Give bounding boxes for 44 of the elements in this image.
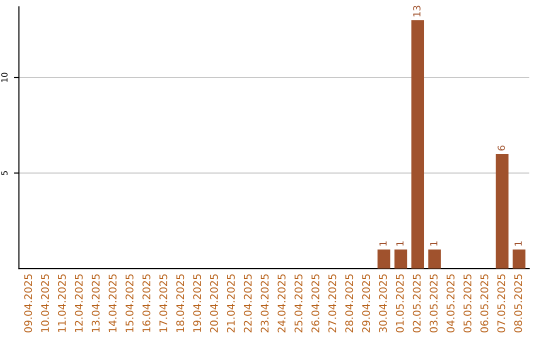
data-label: 1 <box>514 241 522 246</box>
x-tick-label: 15.04.2025 <box>126 274 134 332</box>
data-label: 1 <box>379 241 387 246</box>
x-tick-label: 07.05.2025 <box>497 274 506 332</box>
x-tick-label: 10.04.2025 <box>41 274 49 332</box>
bar <box>496 154 508 269</box>
x-tick-label: 01.05.2025 <box>396 274 404 332</box>
x-tick-label: 06.05.2025 <box>480 274 488 332</box>
x-tick-label: 30.04.2025 <box>379 274 387 332</box>
x-tick-label: 24.04.2025 <box>278 274 286 332</box>
bar <box>512 249 526 269</box>
x-tick-label: 05.05.2025 <box>464 274 472 332</box>
y-tick-label: 5 <box>1 171 8 176</box>
x-tick-label: 18.04.2025 <box>176 274 184 332</box>
data-label: 13 <box>413 6 420 16</box>
x-tick-label: 09.04.2025 <box>24 274 32 332</box>
x-tick-label: 17.04.2025 <box>159 274 168 332</box>
x-tick-label: 22.04.2025 <box>244 274 252 332</box>
x-tick-label: 27.04.2025 <box>328 274 336 332</box>
x-tick-label: 28.04.2025 <box>345 274 354 332</box>
x-tick-label: 12.04.2025 <box>74 274 83 332</box>
x-tick-label: 20.04.2025 <box>210 274 218 332</box>
x-tick-label: 02.05.2025 <box>412 274 421 332</box>
bar <box>394 249 408 269</box>
x-tick-label: 13.04.2025 <box>92 274 100 332</box>
x-tick-label: 14.04.2025 <box>108 274 117 332</box>
bar <box>378 249 390 269</box>
data-label: 6 <box>498 146 505 150</box>
x-tick-label: 16.04.2025 <box>142 274 150 332</box>
data-label: 1 <box>430 241 438 246</box>
x-tick-label: 26.04.2025 <box>311 274 320 332</box>
x-tick-label: 25.04.2025 <box>294 274 302 332</box>
x-tick-label: 29.04.2025 <box>362 274 370 332</box>
bar <box>411 20 424 269</box>
x-tick-label: 11.04.2025 <box>58 274 66 332</box>
data-label: 1 <box>396 241 404 246</box>
x-tick-label: 23.04.2025 <box>260 274 269 332</box>
y-tick-label: 10 <box>1 72 8 82</box>
x-tick-label: 19.04.2025 <box>193 274 202 332</box>
x-tick-label: 21.04.2025 <box>226 274 235 332</box>
x-tick-label: 03.05.2025 <box>430 274 438 332</box>
x-tick-label: 04.05.2025 <box>446 274 454 332</box>
x-tick-label: 08.05.2025 <box>514 274 522 332</box>
bar <box>428 249 441 269</box>
